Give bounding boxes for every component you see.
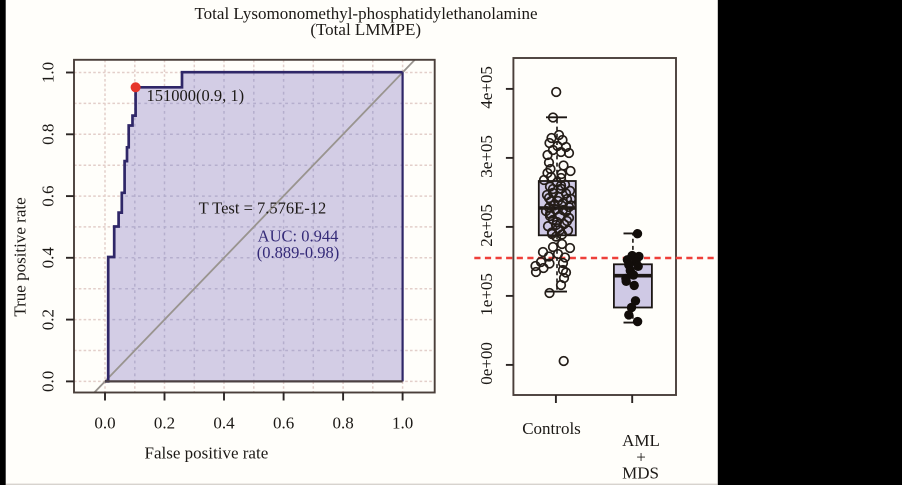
svg-text:+: + xyxy=(636,447,646,466)
svg-text:0.6: 0.6 xyxy=(273,414,294,433)
svg-text:0.8: 0.8 xyxy=(332,414,353,433)
svg-text:(Total LMMPE): (Total LMMPE) xyxy=(310,20,421,39)
svg-text:AML: AML xyxy=(622,431,660,450)
svg-text:(0.889-0.98): (0.889-0.98) xyxy=(257,243,339,262)
svg-text:0.2: 0.2 xyxy=(39,309,58,330)
svg-text:T Test = 7.576E-12: T Test = 7.576E-12 xyxy=(199,199,327,218)
svg-text:151000(0.9, 1): 151000(0.9, 1) xyxy=(147,86,245,105)
svg-text:True positive rate: True positive rate xyxy=(11,197,30,316)
svg-text:0e+00: 0e+00 xyxy=(477,342,496,385)
svg-text:1e+05: 1e+05 xyxy=(477,273,496,316)
svg-text:0.4: 0.4 xyxy=(213,414,235,433)
svg-text:0.8: 0.8 xyxy=(39,124,58,145)
svg-text:AUC: 0.944: AUC: 0.944 xyxy=(258,227,339,246)
svg-text:Controls: Controls xyxy=(522,419,581,438)
svg-text:0.6: 0.6 xyxy=(39,185,58,206)
svg-text:False positive rate: False positive rate xyxy=(145,444,269,463)
svg-text:1.0: 1.0 xyxy=(392,414,413,433)
svg-text:0.4: 0.4 xyxy=(39,247,58,269)
svg-text:4e+05: 4e+05 xyxy=(477,66,496,109)
svg-text:2e+05: 2e+05 xyxy=(477,204,496,247)
svg-text:Total Lysomonomethyl-phosphati: Total Lysomonomethyl-phosphatidylethanol… xyxy=(194,4,537,23)
svg-text:1.0: 1.0 xyxy=(39,62,58,83)
svg-text:3e+05: 3e+05 xyxy=(477,135,496,178)
svg-text:0.0: 0.0 xyxy=(39,371,58,392)
svg-text:MDS: MDS xyxy=(622,464,659,483)
svg-text:0.0: 0.0 xyxy=(94,414,115,433)
svg-text:0.2: 0.2 xyxy=(154,414,175,433)
